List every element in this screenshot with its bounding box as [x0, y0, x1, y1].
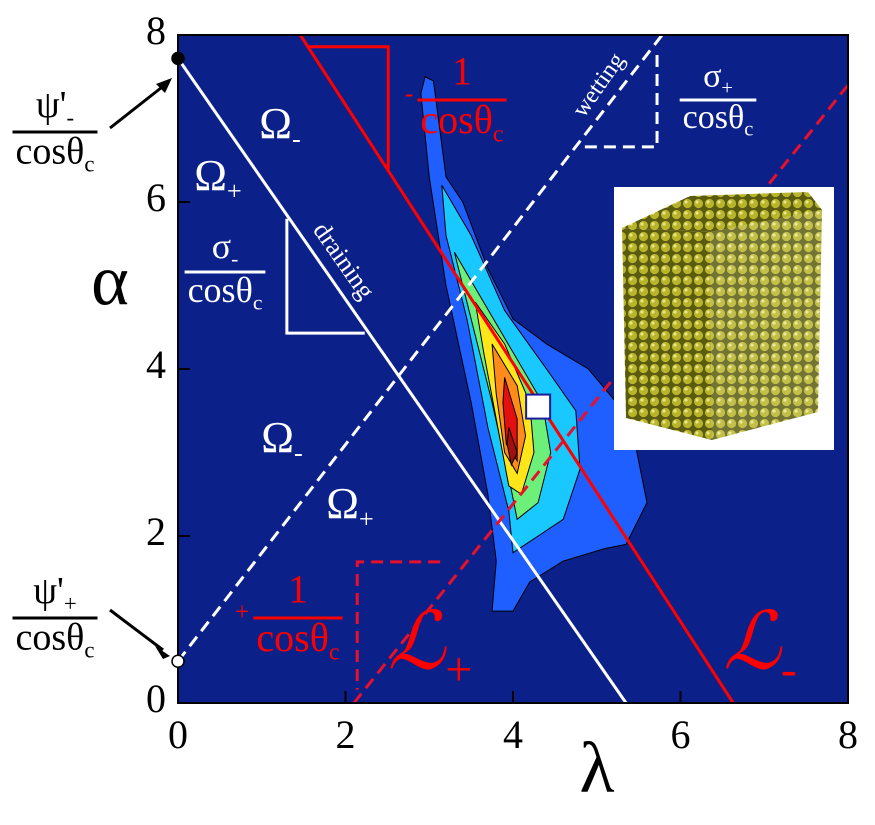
arrow — [109, 608, 164, 652]
x-tick-label: 2 — [336, 712, 356, 757]
cube-front — [622, 228, 712, 440]
line — [578, 55, 659, 149]
annotation: σ — [212, 226, 231, 266]
x-tick-label: 8 — [838, 712, 858, 757]
inset — [614, 187, 834, 450]
annotation-subscript: c — [493, 122, 504, 148]
cube-side — [710, 210, 822, 440]
annotation-subscript: - — [781, 643, 797, 696]
annotation: cosθ — [420, 97, 492, 142]
annotation: 1 — [452, 48, 472, 93]
annotation: Ω — [194, 151, 227, 200]
annotation: σ — [703, 58, 721, 95]
annotation-subscript: + — [721, 77, 733, 99]
arrow — [109, 82, 167, 130]
annotation: cosθ — [16, 131, 85, 173]
line — [306, 45, 390, 172]
annotation-subscript: + — [445, 643, 472, 696]
y-tick-label: 2 — [146, 509, 166, 554]
annotation-subscript: c — [84, 151, 94, 176]
x-tick-label: 4 — [503, 712, 523, 757]
annotation-subscript: c — [84, 637, 94, 662]
annotation-subscript: + — [227, 175, 242, 205]
annotation: Ω — [326, 479, 359, 528]
annotation: ℒ — [388, 598, 447, 686]
annotation-subscript: c — [744, 118, 753, 140]
annotation-subscript: + — [64, 591, 77, 616]
y-axis-label: α — [91, 241, 129, 321]
fraction-sign: + — [235, 597, 250, 626]
marker — [171, 51, 185, 66]
cube-top — [622, 192, 822, 232]
annotation: cosθ — [188, 270, 253, 310]
line — [176, 57, 628, 704]
annotation: Ω — [261, 413, 294, 462]
annotation: ψ' — [36, 84, 67, 126]
annotation: cosθ — [16, 617, 85, 659]
annotation-subscript: - — [292, 123, 301, 153]
y-tick-label: 8 — [146, 8, 166, 53]
marker — [171, 654, 185, 668]
y-tick-label: 6 — [146, 175, 166, 220]
line — [355, 560, 441, 690]
annotation: ψ' — [33, 570, 64, 612]
y-tick-label: 4 — [146, 342, 166, 387]
annotation-subscript: c — [253, 290, 263, 314]
contour — [506, 427, 518, 467]
annotation-subscript: - — [294, 437, 303, 467]
annotation-subscript: - — [231, 246, 238, 270]
annotation-subscript: c — [329, 640, 340, 666]
arrow-head — [155, 646, 170, 659]
fraction-sign: - — [405, 79, 414, 108]
annotation: 1 — [288, 566, 308, 611]
contour — [420, 76, 648, 612]
annotation: ℒ — [723, 598, 782, 686]
line — [285, 218, 365, 335]
annotation: cosθ — [683, 99, 745, 136]
annotation: cosθ — [256, 615, 328, 660]
annotation-subscript: - — [67, 105, 75, 130]
marker — [525, 393, 552, 420]
y-tick-label: 0 — [146, 676, 166, 721]
x-tick-label: 0 — [168, 712, 188, 757]
line — [299, 34, 735, 704]
arrow-head — [156, 78, 172, 93]
annotation-subscript: + — [359, 503, 374, 533]
annotation: Ω — [259, 99, 292, 148]
x-axis-label: λ — [580, 728, 615, 808]
x-tick-label: 6 — [671, 712, 691, 757]
